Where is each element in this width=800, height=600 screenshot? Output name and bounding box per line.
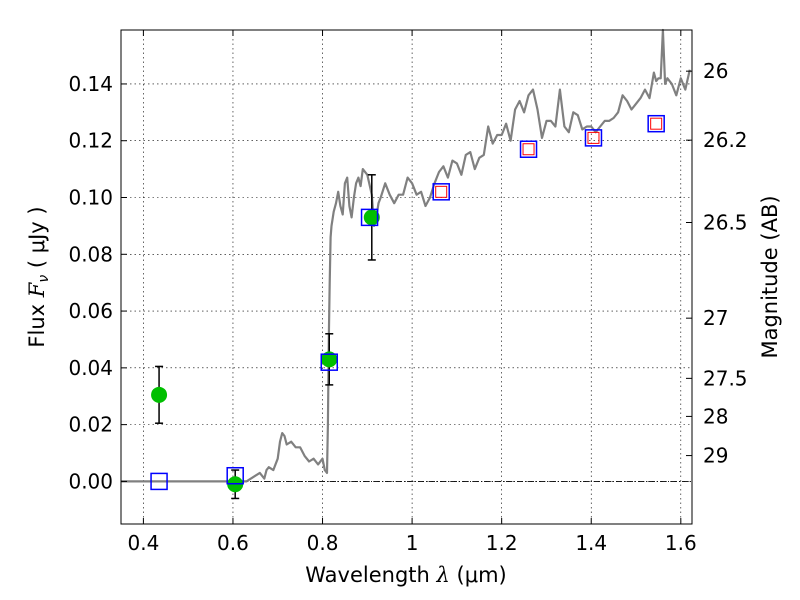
y-tick-label-6: 0.12: [68, 129, 113, 153]
x-tick-label-3: 1: [406, 531, 419, 555]
model-box-inner-5: [522, 143, 535, 156]
y-axis-label-symbol: F: [25, 281, 49, 298]
plot-frame: [120, 29, 693, 525]
y2-tick-label-2: 26.5: [703, 210, 748, 234]
y-axis-label-text: Flux: [25, 304, 49, 348]
x-axis-label-unit: (μm): [457, 563, 507, 587]
y2-tick-label-5: 28: [703, 404, 728, 428]
y-tick-label-4: 0.08: [68, 242, 113, 266]
model-box-inner-4: [435, 185, 448, 198]
x-axis-label-symbol: λ: [436, 563, 450, 587]
error-bars-group: [155, 174, 376, 500]
model-spectrum-line: [121, 28, 691, 483]
model-box-6: [584, 129, 603, 147]
axis-ticks-group: 0.4 0.6 0.8 1 1.2 1.4 1.6 0.00 0.02 0.04 0.06 0.08 0…: [68, 30, 748, 555]
observed-point-2: [321, 351, 338, 368]
y2-tick-label-6: 29: [703, 444, 728, 468]
model-box-4: [432, 183, 450, 201]
y-tick-label-0: 0.00: [68, 469, 113, 493]
observed-point-0: [151, 386, 168, 403]
y2-axis-label: Magnitude (AB): [758, 195, 782, 358]
model-box-0: [150, 472, 168, 491]
x-tick-label-5: 1.4: [575, 531, 607, 555]
y2-tick-label-0: 26: [703, 59, 728, 83]
model-box-1: [226, 466, 244, 485]
x-axis-label-text: Wavelength: [305, 563, 430, 587]
observed-points-group: [151, 209, 380, 493]
y-tick-label-1: 0.02: [68, 413, 113, 437]
model-box-5: [519, 140, 538, 158]
model-boxes-group: [150, 114, 665, 491]
model-box-inner-6: [587, 131, 600, 144]
x-axis-label: Wavelength λ (μm): [305, 563, 506, 587]
y-tick-label-7: 0.14: [68, 72, 113, 96]
grid-lines: [121, 30, 692, 524]
model-box-7: [647, 114, 665, 133]
observed-point-3: [363, 209, 380, 226]
model-box-2: [320, 353, 338, 371]
y2-tick-label-3: 27: [703, 306, 728, 330]
y-tick-label-5: 0.10: [68, 186, 113, 210]
y-tick-label-2: 0.04: [68, 356, 113, 380]
y-axis-label: Flux Fν ( μJy ): [25, 206, 53, 347]
x-tick-label-2: 0.8: [307, 531, 339, 555]
x-tick-label-0: 0.4: [127, 531, 159, 555]
x-tick-label-1: 0.6: [217, 531, 249, 555]
y-axis-label-unit: ( μJy ): [25, 206, 49, 268]
y2-tick-label-4: 27.5: [703, 366, 748, 390]
x-tick-label-4: 1.2: [486, 531, 518, 555]
model-box-3: [360, 208, 379, 227]
y2-tick-label-1: 26.2: [703, 128, 748, 152]
x-tick-label-6: 1.6: [665, 531, 697, 555]
y-tick-label-3: 0.06: [68, 299, 113, 323]
model-box-inner-7: [650, 117, 663, 130]
y-axis-label-subscript: ν: [36, 275, 52, 283]
model-spectrum-group: [121, 28, 691, 483]
